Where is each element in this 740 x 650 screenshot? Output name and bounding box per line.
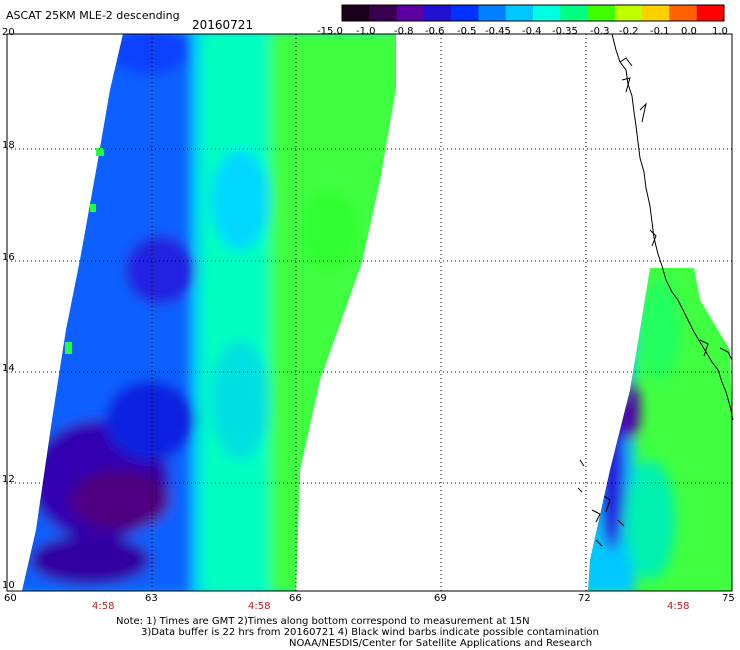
colorbar-swatch — [505, 5, 534, 21]
colorbar-label: -0.45 — [485, 26, 511, 37]
x-tick-label: 60 — [4, 593, 17, 604]
swath-left — [22, 34, 396, 591]
y-tick-label: 12 — [2, 474, 15, 485]
pass-time-label: 4:58 — [92, 601, 115, 612]
colorbar-label: 1.0 — [712, 26, 728, 37]
y-tick-label: 18 — [2, 140, 15, 151]
y-tick-label: 20 — [2, 27, 15, 38]
map-frame — [6, 33, 733, 592]
colorbar-label: -0.4 — [522, 26, 542, 37]
colorbar-label: 0.0 — [681, 26, 697, 37]
colorbar-swatch — [560, 5, 589, 21]
colorbar-label: -0.6 — [425, 26, 445, 37]
x-tick-label: 66 — [289, 593, 302, 604]
x-tick-label: 63 — [145, 593, 158, 604]
colorbar-label: -0.2 — [619, 26, 639, 37]
note-line: 3)Data buffer is 22 hrs from 20160721 4)… — [141, 627, 599, 638]
colorbar-swatch — [614, 5, 643, 21]
y-tick-label: 10 — [2, 580, 15, 591]
colorbar-label: -0.8 — [394, 26, 414, 37]
colorbar-swatch — [451, 5, 479, 21]
colorbar — [341, 4, 725, 22]
colorbar-label: -0.1 — [650, 26, 670, 37]
colorbar-swatch — [423, 5, 452, 21]
note-line: Note: 1) Times are GMT 2)Times along bot… — [116, 616, 530, 627]
colorbar-label: -0.3 — [590, 26, 610, 37]
x-tick-label: 69 — [434, 593, 447, 604]
pass-time-label: 4:58 — [667, 601, 690, 612]
colorbar-swatch — [369, 5, 398, 21]
colorbar-swatch — [342, 5, 370, 21]
product-title: ASCAT 25KM MLE-2 descending — [6, 9, 180, 22]
x-tick-label: 72 — [578, 593, 591, 604]
product-date: 20160721 — [192, 18, 254, 32]
colorbar-label: -0.5 — [457, 26, 477, 37]
colorbar-swatch — [642, 5, 670, 21]
colorbar-swatch — [396, 5, 425, 21]
y-tick-label: 16 — [2, 252, 15, 263]
colorbar-label: -1.0 — [356, 26, 376, 37]
pass-time-label: 4:58 — [248, 601, 271, 612]
colorbar-border — [341, 4, 725, 22]
colorbar-swatch — [478, 5, 507, 21]
y-tick-label: 14 — [2, 363, 15, 374]
coastline — [577, 33, 734, 547]
colorbar-label: -15.0 — [317, 26, 343, 37]
colorbar-swatch — [587, 5, 616, 21]
swath-right — [588, 268, 732, 591]
x-tick-label: 75 — [722, 593, 735, 604]
colorbar-swatch — [533, 5, 561, 21]
colorbar-label: -0.35 — [552, 26, 578, 37]
colorbar-swatch — [696, 5, 725, 21]
colorbar-swatch — [669, 5, 698, 21]
note-line: NOAA/NESDIS/Center for Satellite Applica… — [289, 638, 593, 649]
